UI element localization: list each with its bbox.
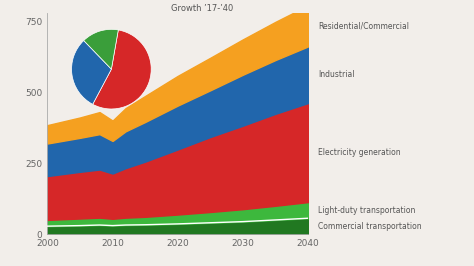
Wedge shape — [93, 30, 151, 109]
Text: Industrial: Industrial — [318, 70, 355, 79]
Text: Growth ’17-’40: Growth ’17-’40 — [171, 5, 233, 14]
Text: Light-duty transportation: Light-duty transportation — [318, 206, 415, 215]
Wedge shape — [84, 29, 118, 69]
Wedge shape — [72, 40, 111, 104]
Text: Commercial transportation: Commercial transportation — [318, 222, 421, 231]
Text: Residential/Commercial: Residential/Commercial — [318, 21, 409, 30]
Text: Electricity generation: Electricity generation — [318, 148, 401, 157]
